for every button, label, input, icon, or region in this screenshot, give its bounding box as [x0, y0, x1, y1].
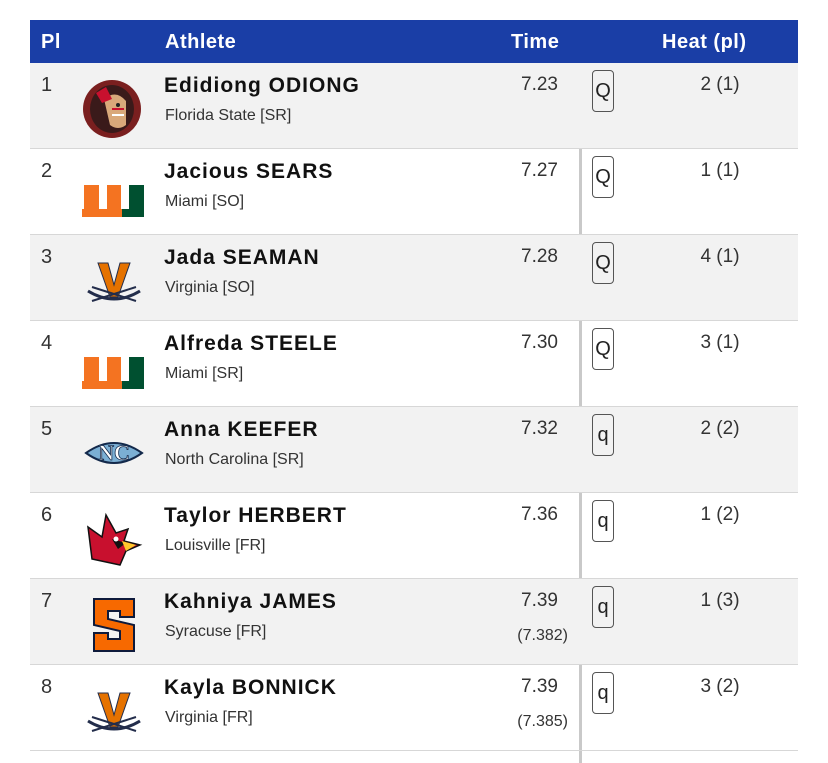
place-number: 4: [41, 332, 53, 354]
header-athlete[interactable]: Athlete: [165, 31, 237, 53]
virginia-logo: [82, 251, 146, 311]
table-row[interactable]: 8 Kayla BONNICK Virginia [FR] 7.39 (7.385) q…: [30, 665, 798, 751]
result-time: 7.28: [521, 246, 558, 267]
heat-place: 1 (2): [700, 504, 740, 525]
svg-text:NC: NC: [98, 440, 130, 465]
heat-place: 1 (1): [700, 160, 740, 181]
athlete-name[interactable]: Jada SEAMAN: [164, 246, 320, 269]
miami-logo: [82, 165, 146, 225]
athlete-name[interactable]: Kayla BONNICK: [164, 676, 337, 699]
table-row[interactable]: 3 Jada SEAMAN Virginia [SO] 7.28 Q 4 (1): [30, 235, 798, 321]
result-subtime: (7.382): [517, 627, 568, 644]
qualifier-badge: q: [592, 672, 614, 714]
header-heat[interactable]: Heat (pl): [662, 31, 747, 53]
qualifier-badge: Q: [592, 70, 614, 112]
table-row[interactable]: 7 Kahniya JAMES Syracuse [FR] 7.39 (7.382) q…: [30, 579, 798, 665]
florida-state-logo: [82, 79, 146, 139]
place-number: 7: [41, 590, 53, 612]
team-name: Miami [SR]: [165, 365, 244, 382]
result-subtime: (7.385): [517, 713, 568, 730]
team-name: North Carolina [SR]: [165, 451, 304, 468]
qualifier-badge: Q: [592, 328, 614, 370]
header-time[interactable]: Time: [511, 31, 560, 53]
team-name: Virginia [FR]: [165, 709, 253, 726]
place-number: 8: [41, 676, 53, 698]
place-number: 3: [41, 246, 53, 268]
qualifier-badge: q: [592, 500, 614, 542]
virginia-logo: [82, 681, 146, 741]
qualifier-badge: q: [592, 414, 614, 456]
louisville-logo: [82, 509, 146, 569]
heat-place: 3 (2): [700, 676, 740, 697]
heat-place: 3 (1): [700, 332, 740, 353]
team-name: Virginia [SO]: [165, 279, 255, 296]
athlete-name[interactable]: Edidiong ODIONG: [164, 74, 360, 97]
heat-place: 1 (3): [700, 590, 740, 611]
athlete-name[interactable]: Anna KEEFER: [164, 418, 319, 441]
syracuse-logo: [82, 595, 146, 655]
team-name: Miami [SO]: [165, 193, 245, 210]
team-name: Louisville [FR]: [165, 537, 266, 554]
team-name: Syracuse [FR]: [165, 623, 267, 640]
table-row[interactable]: 2 Jacious SEARS Miami [SO] 7.27 Q 1 (1): [30, 149, 798, 235]
athlete-name[interactable]: Alfreda STEELE: [164, 332, 338, 355]
athlete-name[interactable]: Taylor HERBERT: [164, 504, 347, 527]
table-row[interactable]: 1 Edidiong ODIONG Florida State [SR] 7.23 Q…: [30, 63, 798, 149]
athlete-name[interactable]: Jacious SEARS: [164, 160, 334, 183]
results-table: Pl Athlete Time Heat (pl) 1 Edidiong ODI…: [30, 20, 798, 763]
heat-place: 2 (1): [700, 74, 740, 95]
table-row[interactable]: 6 Taylor HERBERT Louisville [FR] 7.36 q 1 (2…: [30, 493, 798, 579]
place-number: 6: [41, 504, 53, 526]
table-row[interactable]: 5 NC Anna KEEFER North Carolina [SR] 7.32 q…: [30, 407, 798, 493]
header-place: Pl: [41, 31, 61, 53]
north-carolina-logo: NC: [82, 423, 146, 483]
qualifier-badge: Q: [592, 156, 614, 198]
result-time: 7.36: [521, 504, 558, 525]
result-time: 7.23: [521, 74, 558, 95]
table-header: Pl Athlete Time Heat (pl): [30, 20, 798, 63]
result-time: 7.32: [521, 418, 558, 439]
heat-place: 4 (1): [700, 246, 740, 267]
table-body: 1 Edidiong ODIONG Florida State [SR] 7.23 Q…: [30, 63, 798, 763]
result-time: 7.30: [521, 332, 558, 353]
heat-place: 2 (2): [700, 418, 740, 439]
qualifier-badge: q: [592, 586, 614, 628]
team-name: Florida State [SR]: [165, 107, 292, 124]
place-number: 2: [41, 160, 53, 182]
result-time: 7.39: [521, 676, 558, 697]
athlete-name[interactable]: Kahniya JAMES: [164, 590, 337, 613]
table-row[interactable]: 4 Alfreda STEELE Miami [SR] 7.30 Q 3 (1): [30, 321, 798, 407]
result-time: 7.27: [521, 160, 558, 181]
place-number: 1: [41, 74, 53, 96]
miami-logo: [82, 337, 146, 397]
result-time: 7.39: [521, 590, 558, 611]
place-number: 5: [41, 418, 53, 440]
qualifier-badge: Q: [592, 242, 614, 284]
